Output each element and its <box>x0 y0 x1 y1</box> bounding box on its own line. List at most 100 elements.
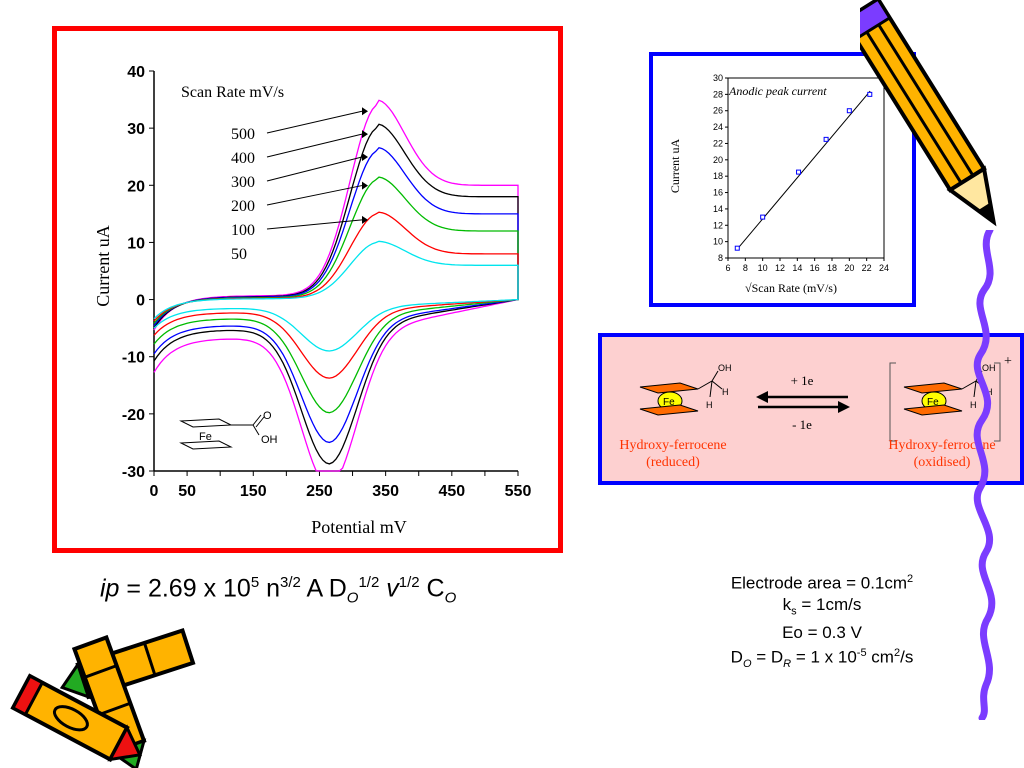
oxidised-state: (oxidised) <box>914 455 971 470</box>
cv-y-tick-label: -20 <box>122 407 145 424</box>
peak-current-y-tick-label: 18 <box>713 171 723 181</box>
forward-electron: + 1e <box>791 373 814 388</box>
param-eo: Eo = 0.3 V <box>782 623 862 643</box>
redox-diagram: Fe OH H H Hydroxy-ferrocene (reduced) + … <box>619 354 1012 470</box>
cv-legend-leader <box>266 110 363 134</box>
formula-exp4: 1/2 <box>398 574 420 591</box>
reduced-state: (reduced) <box>646 455 700 470</box>
param-area-sup: 2 <box>907 573 914 585</box>
cv-legend-arrowhead <box>362 130 368 139</box>
cv-curve-400 <box>153 123 519 465</box>
cv-ylabel: Current uA <box>93 225 113 306</box>
formula-exp3: 1/2 <box>358 574 380 591</box>
crayon-clipart <box>10 628 196 768</box>
cv-legend-leader <box>266 133 363 158</box>
param-d-sub-r: R <box>783 658 792 671</box>
peak-current-point <box>760 214 766 220</box>
formula-v: v <box>386 574 399 603</box>
peak-current-y-tick-label: 12 <box>713 220 723 230</box>
molecule-oh: OH <box>261 434 278 446</box>
formula-exp1: 5 <box>250 574 260 591</box>
param-diffusion: DO = DR = 1 x 10-5 cm2/s <box>672 643 972 675</box>
peak-current-y-tick-label: 16 <box>713 188 723 198</box>
cv-y-tick-label: -30 <box>122 464 145 481</box>
peak-current-y-tick-label: 20 <box>713 155 723 165</box>
cv-curve-300 <box>153 146 519 444</box>
cv-y-tick-label: -10 <box>122 350 145 367</box>
param-area: Electrode area = 0.1cm2 <box>672 569 972 594</box>
peak-current-point <box>846 108 852 114</box>
cv-curve-200 <box>153 176 519 414</box>
peak-current-y-tick-label: 8 <box>718 253 723 263</box>
peak-current-xlabel: √Scan Rate (mV/s) <box>745 281 837 295</box>
peak-current-x-tick-label: 6 <box>725 263 730 273</box>
formula-ip: ip <box>100 574 120 603</box>
formula-a: A D <box>300 574 347 603</box>
molecule-fe: Fe <box>199 431 212 443</box>
cv-legend-label-400: 400 <box>231 150 255 167</box>
oh-label-right: OH <box>982 363 996 373</box>
pencil-clipart <box>860 0 997 227</box>
peak-current-x-tick-label: 10 <box>758 263 768 273</box>
cv-legend-label-50: 50 <box>231 246 247 263</box>
cv-y-tick-label: 40 <box>127 64 145 81</box>
peak-current-y-tick-label: 30 <box>713 73 723 83</box>
cv-legend: 500 400 300 200 100 50 <box>231 107 368 263</box>
cv-legend-leader <box>266 156 363 182</box>
peak-current-frame <box>727 77 885 259</box>
cv-x-tick-label: 550 <box>505 483 532 500</box>
param-d-exp: -5 <box>856 647 867 660</box>
param-d-unit: cm <box>866 647 894 667</box>
cv-x-tick-label: 150 <box>240 483 267 500</box>
cv-y-tick-label: 20 <box>127 178 145 195</box>
peak-current-x-tick-label: 20 <box>844 263 854 273</box>
peak-current-formula: ip = 2.69 x 105 n3/2 A DO1/2 v1/2 CO <box>100 574 620 606</box>
cv-curve-50 <box>153 240 519 352</box>
h-label-left-1: H <box>722 387 729 397</box>
formula-c: C <box>419 574 445 603</box>
cv-y-tick-label: 10 <box>127 235 145 252</box>
peak-current-point <box>734 245 740 251</box>
cv-legend-label-500: 500 <box>231 126 255 143</box>
peak-current-x-tick-label: 12 <box>775 263 785 273</box>
h-label-right-1: H <box>986 387 993 397</box>
cv-y-tick-label: 0 <box>136 293 145 310</box>
cv-legend-title: Scan Rate mV/s <box>181 84 284 101</box>
cv-y-tick-label: 30 <box>127 121 145 138</box>
peak-current-y-tick-label: 10 <box>713 237 723 247</box>
h-label-right-2: H <box>970 400 977 410</box>
cv-legend-leader <box>266 219 363 230</box>
param-d-unit-sup: 2 <box>893 647 901 660</box>
peak-current-panel: 8 10 12 14 16 18 20 22 24 26 28 30 6 8 10 12 14 16 18 20 22 2… <box>649 52 916 307</box>
cv-x-tick-label: 0 <box>150 483 159 500</box>
cv-curves <box>153 99 519 472</box>
param-ks-k: k <box>782 594 792 614</box>
param-area-text: Electrode area = 0.1cm <box>730 573 908 593</box>
peak-current-point <box>796 169 802 175</box>
ferrocene-reduced: Fe OH H H <box>639 363 732 416</box>
fe-label-right: Fe <box>927 397 939 408</box>
formula-sub-o2: O <box>444 589 457 607</box>
backward-electron: - 1e <box>792 417 812 432</box>
ferrocene-acid-molecule: Fe O OH <box>179 410 278 450</box>
cv-x-tick-label: 450 <box>438 483 465 500</box>
reduced-name: Hydroxy-ferrocene <box>619 438 726 453</box>
equilibrium-arrows <box>756 391 850 413</box>
cv-panel: 40 30 20 10 0 -10 -20 -30 0 50 150 250 350 450 550 500… <box>52 26 563 553</box>
oxidised-name: Hydroxy-ferrocene <box>888 438 995 453</box>
peak-current-y-tick-label: 26 <box>713 106 723 116</box>
cv-legend-label-200: 200 <box>231 198 255 215</box>
cv-x-tick-label: 250 <box>306 483 333 500</box>
cv-legend-arrowhead <box>362 107 368 116</box>
oh-label-left: OH <box>718 363 732 373</box>
cv-legend-arrowhead <box>362 181 368 190</box>
cv-xlabel: Potential mV <box>311 517 407 537</box>
cv-x-tick-label: 50 <box>178 483 196 500</box>
redox-panel: Fe OH H H Hydroxy-ferrocene (reduced) + … <box>598 333 1024 485</box>
param-d: D <box>730 647 743 667</box>
charge-sign: + <box>1004 354 1012 369</box>
param-ks-rest: = 1cm/s <box>796 594 862 614</box>
peak-current-y-tick-label: 24 <box>713 122 723 132</box>
